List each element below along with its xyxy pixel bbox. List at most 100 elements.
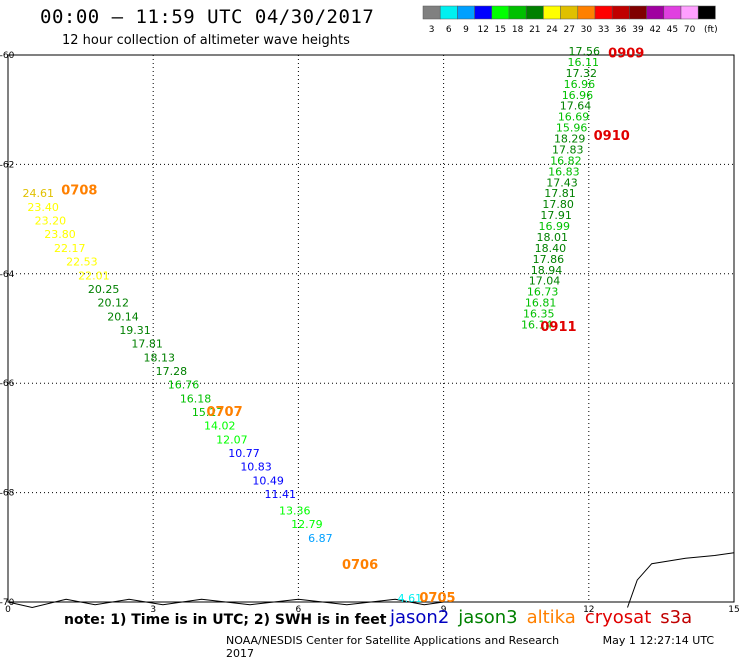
wave-height-label: 14.02 <box>204 420 236 433</box>
wave-height-label: 19.31 <box>119 324 151 337</box>
wave-height-label: 15.96 <box>556 122 588 135</box>
satellite-s3a: s3a <box>660 607 693 628</box>
wave-height-label: 17.43 <box>546 176 578 189</box>
time-label: 0705 <box>419 591 455 606</box>
wave-height-label: 6.87 <box>308 532 333 545</box>
series-altika: 24.6123.4023.2023.8022.1722.5322.0120.25… <box>23 183 456 606</box>
wave-height-label: 16.73 <box>527 286 559 299</box>
wave-height-label: 17.81 <box>544 187 576 200</box>
wave-height-label: 20.14 <box>107 310 139 323</box>
wave-height-label: 12.07 <box>216 433 248 446</box>
color-scale-legend: 3 6 9 12 15 18 21 24 27 30 33 36 39 42 45 70 (ft) <box>422 5 718 35</box>
wave-height-label: 22.17 <box>54 242 85 255</box>
legend-label: 18 <box>512 25 524 35</box>
wave-height-label: 11.41 <box>265 488 297 501</box>
chart-title: 00:00 – 11:59 UTC 04/30/2017 <box>40 6 375 28</box>
time-label: 0910 <box>594 129 630 144</box>
wave-height-label: 18.13 <box>144 351 176 364</box>
legend-label: 36 <box>615 25 627 35</box>
time-label: 0707 <box>206 405 242 420</box>
legend-swatch <box>697 5 716 20</box>
wave-height-label: 10.77 <box>228 447 260 460</box>
wave-height-label: 13.36 <box>279 504 311 517</box>
x-tick-label: 3 <box>150 605 156 615</box>
wave-height-label: 10.49 <box>252 474 283 487</box>
wave-height-label: 17.86 <box>533 253 565 266</box>
wave-height-label: 17.83 <box>552 143 584 156</box>
satellite-altika: altika <box>526 607 576 628</box>
time-label: 0911 <box>540 320 576 335</box>
legend-label: 33 <box>598 25 609 35</box>
chart-subtitle: 12 hour collection of altimeter wave hei… <box>62 33 350 48</box>
wave-height-label: 23.20 <box>35 215 66 228</box>
wave-height-label: 18.40 <box>535 242 567 255</box>
satellite-cryosat: cryosat <box>584 607 652 628</box>
satellite-legend: jason2 jason3 altika cryosat s3a <box>390 607 701 628</box>
wave-height-label: 12.79 <box>291 518 323 531</box>
wave-height-label: 16.99 <box>538 220 570 233</box>
footer-credit: NOAA/NESDIS Center for Satellite Applica… <box>226 634 560 647</box>
legend-label: 6 <box>446 25 452 35</box>
wave-height-label: 22.53 <box>66 256 98 269</box>
legend-label: 30 <box>581 25 593 35</box>
time-label: 0708 <box>61 183 97 198</box>
wave-height-label: 16.82 <box>550 154 582 167</box>
wave-height-label: 17.56 <box>568 45 600 58</box>
wave-height-label: 16.18 <box>180 392 212 405</box>
x-tick-label: 15 <box>728 605 739 615</box>
wave-height-label: 17.32 <box>566 67 598 80</box>
legend-label: 9 <box>463 25 469 35</box>
wave-height-label: 17.64 <box>560 100 592 113</box>
wave-height-label: 17.81 <box>131 338 163 351</box>
wave-height-label: 23.40 <box>27 201 59 214</box>
wave-height-label: 16.83 <box>548 165 580 178</box>
wave-height-label: 16.96 <box>562 89 594 102</box>
y-tick-label: -68 <box>0 489 15 499</box>
legend-label: 24 <box>546 25 558 35</box>
wave-height-label: 15.27 <box>192 406 224 419</box>
wave-height-label: 17.91 <box>540 209 572 222</box>
legend-label: 3 <box>429 25 435 35</box>
wave-height-label: 16.35 <box>523 308 555 321</box>
wave-height-label: 16.11 <box>568 56 600 69</box>
legend-label: (ft) <box>704 25 718 35</box>
wave-height-label: 20.12 <box>98 297 130 310</box>
y-tick-label: -70 <box>0 598 15 608</box>
legend-label: 21 <box>529 25 540 35</box>
wave-height-label: 16.14 <box>521 319 553 332</box>
wave-height-label: 16.81 <box>525 297 557 310</box>
wave-height-label: 18.29 <box>554 133 586 146</box>
wave-height-label: 24.61 <box>23 187 55 200</box>
satellite-jason2: jason2 <box>390 607 450 628</box>
x-tick-label: 6 <box>296 605 302 615</box>
y-tick-label: -62 <box>0 160 14 170</box>
legend-label: 27 <box>563 25 574 35</box>
coastline <box>627 552 735 608</box>
series-cryosat: 17.5616.1117.3216.9616.9617.6416.6915.96… <box>521 45 644 335</box>
legend-label: 15 <box>495 25 506 35</box>
y-tick-label: -64 <box>0 270 15 280</box>
x-tick-label: 0 <box>5 605 11 615</box>
legend-label: 42 <box>649 25 660 35</box>
wave-height-label: 17.28 <box>156 365 188 378</box>
wave-height-label: 17.80 <box>542 198 574 211</box>
wave-height-label: 22.01 <box>78 269 110 282</box>
time-label: 0909 <box>608 47 644 62</box>
wave-height-label: 16.96 <box>564 78 596 91</box>
y-tick-label: -60 <box>0 51 15 61</box>
wave-height-label: 20.25 <box>88 283 120 296</box>
note-text: note: 1) Time is in UTC; 2) SWH is in fe… <box>64 612 387 628</box>
wave-height-label: 16.76 <box>168 379 200 392</box>
satellite-jason3: jason3 <box>458 607 518 628</box>
legend-label: 45 <box>667 25 678 35</box>
wave-height-label: 17.04 <box>529 275 561 288</box>
wave-height-label: 18.01 <box>537 231 569 244</box>
x-tick-label: 12 <box>583 605 594 615</box>
legend-label: 39 <box>632 25 644 35</box>
legend-label: 70 <box>684 25 696 35</box>
time-label: 0706 <box>342 558 378 573</box>
coastline <box>7 598 444 609</box>
wave-height-label: 4.61 <box>398 592 423 605</box>
footer: NOAA/NESDIS Center for Satellite Applica… <box>226 634 740 660</box>
